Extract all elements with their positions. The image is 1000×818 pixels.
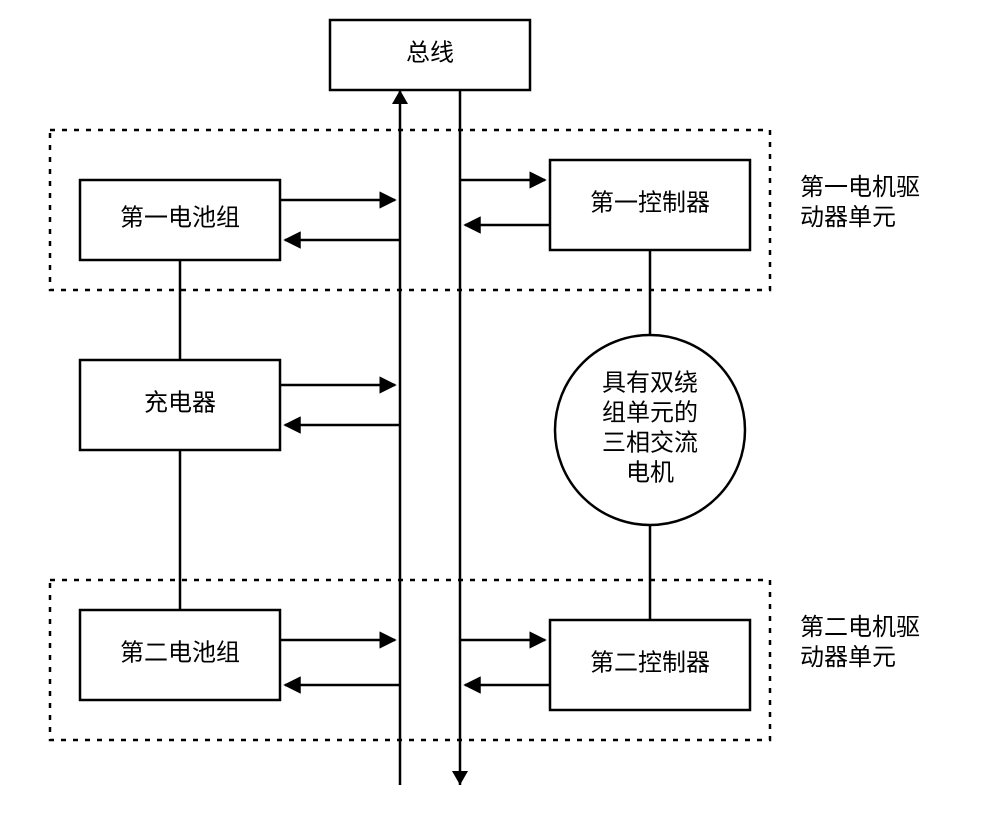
motor-label-line1: 组单元的 [602,400,698,427]
motor-label-line2: 三相交流 [602,430,698,457]
unit1-label-line0: 第一电机驱 [800,174,920,201]
unit1-label-line1: 动器单元 [800,204,896,231]
motor-label-line3: 电机 [626,460,674,487]
unit2-label-line0: 第二电机驱 [800,614,920,641]
battery1-label: 第一电池组 [120,205,240,232]
charger-label: 充电器 [144,390,216,417]
controller2-label: 第二控制器 [590,650,710,677]
motor-label-line0: 具有双绕 [602,370,698,397]
bus-label: 总线 [406,40,454,67]
battery2-label: 第二电池组 [120,640,240,667]
controller1-label: 第一控制器 [590,190,710,217]
unit2-label-line1: 动器单元 [800,644,896,671]
